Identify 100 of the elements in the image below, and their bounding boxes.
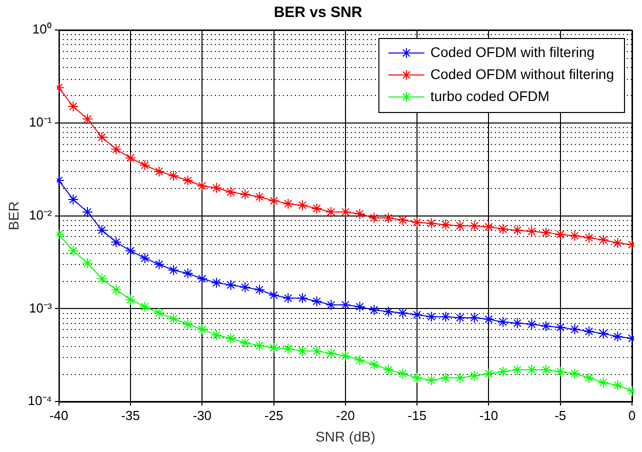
point bbox=[282, 292, 294, 304]
point bbox=[268, 342, 280, 354]
point bbox=[468, 370, 480, 382]
point bbox=[124, 245, 136, 256]
point bbox=[569, 368, 580, 380]
point bbox=[110, 144, 122, 155]
point bbox=[540, 227, 552, 238]
point bbox=[268, 195, 280, 206]
point bbox=[210, 182, 222, 194]
point bbox=[154, 307, 165, 318]
point bbox=[311, 346, 322, 357]
point bbox=[354, 208, 366, 220]
point bbox=[468, 220, 480, 232]
x-tick-label: 0 bbox=[628, 408, 636, 423]
point bbox=[612, 331, 624, 342]
x-tick-label: -25 bbox=[264, 408, 284, 423]
legend-label: Coded OFDM with filtering bbox=[430, 44, 595, 60]
point bbox=[540, 364, 552, 376]
point bbox=[440, 219, 452, 230]
point bbox=[82, 206, 94, 218]
point bbox=[68, 194, 79, 205]
point bbox=[412, 216, 423, 228]
point bbox=[498, 316, 509, 328]
point bbox=[282, 198, 294, 210]
point bbox=[612, 380, 624, 391]
point bbox=[440, 311, 452, 322]
point bbox=[168, 264, 179, 276]
point bbox=[584, 232, 595, 244]
point bbox=[96, 273, 108, 284]
point bbox=[598, 328, 609, 340]
y-tick-label: 10⁻³ bbox=[29, 300, 53, 316]
point bbox=[512, 364, 523, 376]
point bbox=[584, 326, 595, 337]
point bbox=[254, 191, 265, 202]
point bbox=[340, 299, 351, 310]
legend-label: turbo coded OFDM bbox=[430, 88, 550, 104]
point bbox=[426, 311, 437, 322]
y-tick-label: 10⁻⁴ bbox=[28, 393, 52, 408]
point bbox=[368, 304, 380, 316]
point bbox=[397, 368, 408, 380]
point bbox=[240, 188, 251, 200]
point bbox=[168, 313, 179, 324]
point bbox=[368, 359, 380, 370]
point bbox=[483, 221, 494, 232]
point bbox=[569, 230, 580, 242]
point bbox=[426, 374, 437, 386]
point bbox=[82, 114, 94, 125]
point bbox=[196, 273, 208, 284]
point bbox=[268, 290, 280, 301]
point bbox=[182, 318, 194, 330]
point bbox=[210, 277, 222, 288]
point bbox=[426, 218, 437, 229]
y-tick-label: 10⁻² bbox=[29, 207, 53, 222]
point bbox=[397, 307, 408, 318]
point bbox=[296, 292, 308, 304]
point bbox=[483, 314, 494, 325]
x-tick-label: -15 bbox=[408, 408, 426, 423]
point bbox=[311, 202, 322, 214]
point bbox=[598, 377, 609, 388]
point bbox=[240, 337, 251, 348]
point bbox=[354, 301, 366, 312]
point bbox=[196, 180, 208, 192]
point bbox=[498, 366, 509, 378]
point bbox=[196, 324, 208, 335]
point bbox=[296, 346, 308, 357]
point bbox=[225, 332, 236, 344]
point bbox=[454, 372, 466, 384]
point bbox=[82, 258, 94, 269]
point bbox=[554, 228, 566, 240]
point bbox=[526, 364, 538, 376]
point bbox=[254, 284, 265, 296]
point bbox=[225, 279, 236, 290]
point bbox=[282, 343, 294, 354]
point bbox=[382, 306, 394, 318]
point bbox=[225, 186, 236, 198]
point bbox=[96, 132, 108, 143]
y-axis-title: BER bbox=[5, 201, 22, 230]
point bbox=[139, 252, 150, 264]
point bbox=[154, 258, 165, 270]
point bbox=[326, 348, 337, 359]
point bbox=[412, 372, 423, 384]
point bbox=[154, 166, 165, 177]
x-tick-label: -10 bbox=[479, 408, 498, 423]
point bbox=[569, 324, 580, 335]
point bbox=[397, 214, 408, 226]
point bbox=[454, 312, 466, 324]
point bbox=[526, 226, 538, 237]
point bbox=[512, 224, 523, 236]
point bbox=[240, 282, 251, 293]
point bbox=[454, 220, 466, 232]
point bbox=[110, 284, 122, 296]
y-tick-label: 10⁰ bbox=[32, 22, 52, 37]
point bbox=[68, 101, 79, 112]
point bbox=[368, 212, 380, 224]
point bbox=[340, 350, 351, 362]
x-tick-label: -20 bbox=[336, 408, 355, 423]
point bbox=[124, 152, 136, 164]
point bbox=[296, 200, 308, 211]
point bbox=[326, 299, 337, 310]
point bbox=[498, 224, 509, 235]
